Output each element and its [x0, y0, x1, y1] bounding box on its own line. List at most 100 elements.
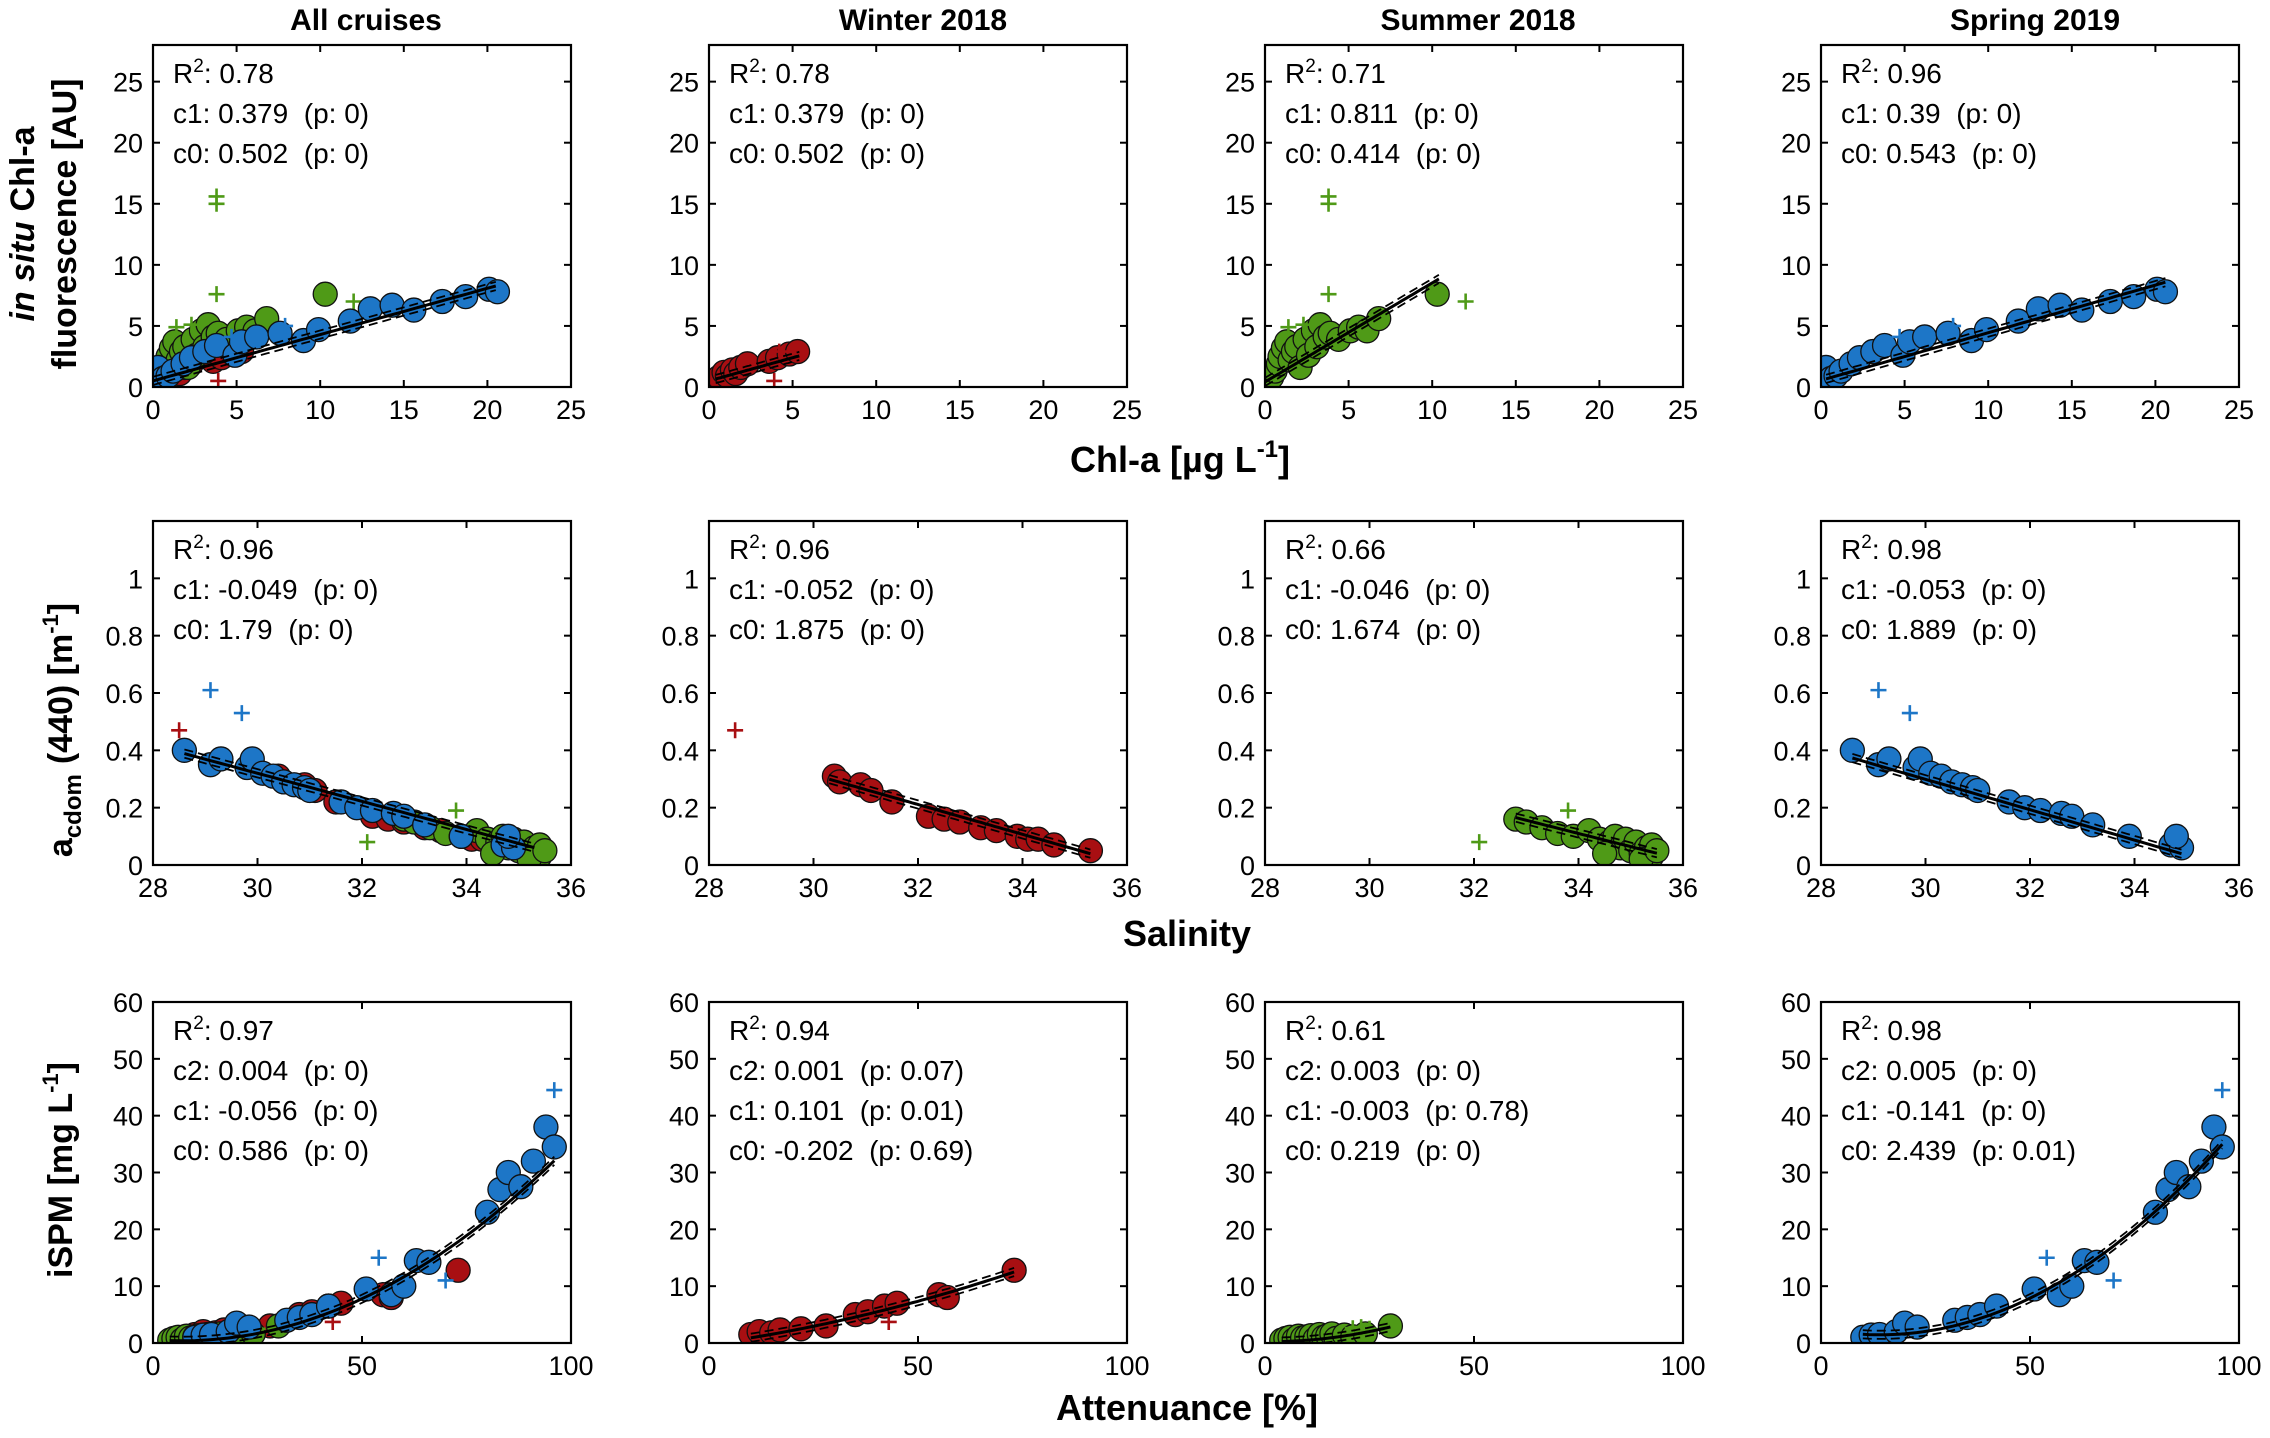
x-tick-label: 28 [694, 873, 724, 903]
fit-confidence-lower [715, 359, 800, 384]
y-tick-label: 50 [113, 1045, 143, 1075]
fit-confidence-upper [1862, 1139, 2223, 1332]
stat-value: : 1.875 (p: 0) [759, 614, 926, 645]
outlier-marker [1295, 316, 1312, 333]
data-point [2152, 279, 2179, 305]
stat-line: c1: 0.811 (p: 0) [1285, 98, 1479, 129]
fit-confidence-lower [1515, 820, 1658, 859]
stat-value: : -0.056 (p: 0) [203, 1095, 379, 1126]
stat-name: R [729, 534, 749, 565]
x-label-chl: Chl-a [µg L-1] [1070, 436, 1290, 480]
stat-line: c1: -0.141 (p: 0) [1841, 1095, 2046, 1126]
stat-superscript: 2 [749, 56, 760, 77]
data-point [2188, 1148, 2215, 1174]
stat-value: : 0.101 (p: 0.01) [759, 1095, 964, 1126]
stat-line: R2: 0.78 [729, 56, 830, 89]
y-tick-label: 0 [684, 1329, 699, 1359]
y-tick-label: 0 [128, 373, 143, 403]
data-point [2084, 1249, 2110, 1275]
y-tick-label: 30 [113, 1159, 143, 1189]
y-tick-label: 1 [1796, 564, 1811, 594]
stat-value: : 0.005 (p: 0) [1871, 1055, 2038, 1086]
y-tick-label: 0.4 [105, 736, 143, 766]
stat-superscript: 2 [193, 1013, 204, 1034]
stat-value: : -0.046 (p: 0) [1315, 574, 1491, 605]
stat-line: R2: 0.78 [173, 56, 274, 89]
fit-confidence-upper [750, 1267, 1015, 1335]
stat-value: : 0.219 (p: 0) [1315, 1135, 1482, 1166]
y-label-spm-sup: -1 [38, 1073, 63, 1093]
stat-line: c2: 0.004 (p: 0) [173, 1055, 369, 1086]
stat-value: : 0.96 [760, 534, 830, 565]
x-tick-label: 32 [903, 873, 933, 903]
outlier-marker [1945, 317, 1962, 334]
outlier-marker [171, 722, 188, 739]
x-tick-label: 36 [2224, 873, 2254, 903]
stat-line: R2: 0.66 [1285, 532, 1386, 565]
stat-line: c2: 0.001 (p: 0.07) [729, 1055, 964, 1086]
x-tick-label: 28 [138, 873, 168, 903]
stat-name: c1 [173, 1095, 203, 1126]
x-tick-label: 50 [347, 1351, 377, 1381]
outlier-marker [208, 195, 225, 212]
x-tick-label: 50 [1459, 1351, 1489, 1381]
data-point [1912, 324, 1938, 350]
y-tick-label: 0 [1240, 373, 1255, 403]
fit-confidence-lower [1265, 282, 1440, 387]
stat-value: : 0.71 [1316, 58, 1386, 89]
stat-name: c0 [729, 138, 759, 169]
y-tick-label: 60 [1781, 988, 1811, 1018]
fit-confidence-lower [1862, 1147, 2223, 1340]
x-tick-label: 0 [701, 395, 716, 425]
fit-confidence-lower [750, 1275, 1015, 1343]
stat-value: : 0.001 (p: 0.07) [759, 1055, 964, 1086]
plot-area [1265, 188, 1474, 387]
data-point [484, 279, 511, 305]
x-tick-label: 34 [1563, 873, 1593, 903]
stat-line: c1: -0.049 (p: 0) [173, 574, 378, 605]
stat-value: : 0.97 [204, 1015, 274, 1046]
y-tick-label: 0.2 [105, 794, 143, 824]
y-tick-label: 60 [1225, 988, 1255, 1018]
x-tick-label: 20 [1584, 395, 1614, 425]
y-tick-label: 50 [1225, 1045, 1255, 1075]
y-tick-label: 60 [113, 988, 143, 1018]
axes-box [151, 519, 573, 867]
y-tick-label: 5 [1796, 312, 1811, 342]
y-tick-label: 5 [684, 312, 699, 342]
x-label-chl-sup: -1 [1257, 436, 1278, 463]
stat-line: c1: 0.379 (p: 0) [173, 98, 369, 129]
stat-value: : 0.39 (p: 0) [1871, 98, 2022, 129]
stat-line: c0: 1.875 (p: 0) [729, 614, 925, 645]
column-title-summer: Summer 2018 [1380, 4, 1575, 37]
outlier-marker [345, 293, 362, 310]
x-tick-label: 30 [1910, 873, 1940, 903]
x-tick-label: 5 [1341, 395, 1356, 425]
fit-line [828, 777, 1091, 856]
fit-confidence-upper [1281, 1321, 1391, 1339]
y-tick-label: 10 [1225, 251, 1255, 281]
y-tick-label: 5 [1240, 312, 1255, 342]
stat-line: R2: 0.71 [1285, 56, 1386, 89]
stat-name: R [1841, 58, 1861, 89]
y-tick-label: 0.6 [1217, 679, 1255, 709]
stat-value: : -0.052 (p: 0) [759, 574, 935, 605]
stat-value: : 1.79 (p: 0) [203, 614, 354, 645]
fit-confidence-upper [828, 774, 1091, 851]
stat-superscript: 2 [749, 1013, 760, 1034]
fit-confidence-lower [828, 782, 1091, 859]
x-tick-label: 30 [798, 873, 828, 903]
x-tick-label: 0 [1813, 395, 1828, 425]
x-tick-label: 100 [2216, 1351, 2261, 1381]
y-tick-label: 0.2 [1217, 794, 1255, 824]
y-tick-label: 0.4 [661, 736, 699, 766]
outlier-marker [1901, 705, 1918, 722]
y-tick-label: 25 [113, 68, 143, 98]
x-tick-label: 28 [1806, 873, 1836, 903]
stat-value: : 1.889 (p: 0) [1871, 614, 2038, 645]
y-tick-label: 0 [1240, 1329, 1255, 1359]
stat-line: c1: 0.379 (p: 0) [729, 98, 925, 129]
stat-name: R [1285, 58, 1305, 89]
outlier-marker [223, 328, 240, 345]
